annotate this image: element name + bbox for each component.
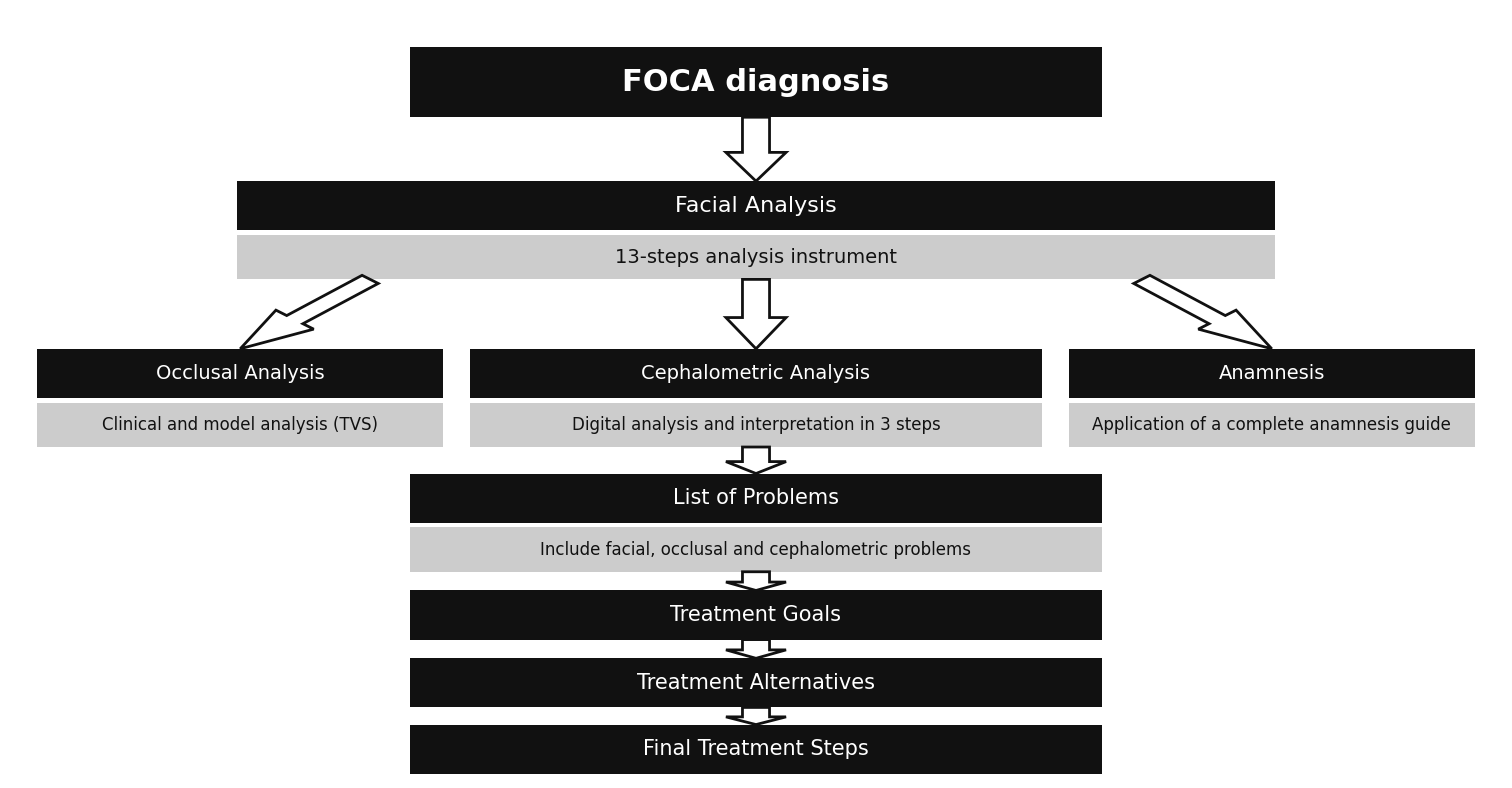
FancyBboxPatch shape — [410, 590, 1102, 640]
Polygon shape — [240, 275, 378, 349]
FancyBboxPatch shape — [410, 47, 1102, 117]
FancyBboxPatch shape — [237, 235, 1275, 280]
FancyBboxPatch shape — [410, 658, 1102, 708]
Text: Final Treatment Steps: Final Treatment Steps — [643, 739, 869, 759]
Text: Treatment Goals: Treatment Goals — [670, 605, 842, 625]
Text: Occlusal Analysis: Occlusal Analysis — [156, 364, 325, 383]
Text: Anamnesis: Anamnesis — [1219, 364, 1325, 383]
Polygon shape — [726, 640, 786, 658]
FancyBboxPatch shape — [470, 403, 1042, 447]
FancyBboxPatch shape — [38, 403, 443, 447]
Polygon shape — [726, 280, 786, 349]
Polygon shape — [726, 117, 786, 181]
FancyBboxPatch shape — [410, 527, 1102, 572]
Text: Include facial, occlusal and cephalometric problems: Include facial, occlusal and cephalometr… — [540, 541, 972, 559]
Text: Facial Analysis: Facial Analysis — [676, 195, 836, 216]
Text: Treatment Alternatives: Treatment Alternatives — [637, 673, 875, 693]
Text: Digital analysis and interpretation in 3 steps: Digital analysis and interpretation in 3… — [572, 416, 940, 434]
Polygon shape — [726, 572, 786, 590]
FancyBboxPatch shape — [410, 474, 1102, 522]
Text: Cephalometric Analysis: Cephalometric Analysis — [641, 364, 871, 383]
Text: Application of a complete anamnesis guide: Application of a complete anamnesis guid… — [1092, 416, 1452, 434]
FancyBboxPatch shape — [1069, 403, 1474, 447]
FancyBboxPatch shape — [470, 349, 1042, 398]
Text: List of Problems: List of Problems — [673, 488, 839, 508]
Text: FOCA diagnosis: FOCA diagnosis — [623, 68, 889, 97]
FancyBboxPatch shape — [237, 181, 1275, 230]
FancyBboxPatch shape — [38, 349, 443, 398]
FancyBboxPatch shape — [410, 725, 1102, 774]
Text: 13-steps analysis instrument: 13-steps analysis instrument — [615, 247, 897, 266]
Polygon shape — [726, 708, 786, 725]
Polygon shape — [1134, 275, 1272, 349]
FancyBboxPatch shape — [1069, 349, 1474, 398]
Polygon shape — [726, 447, 786, 474]
Text: Clinical and model analysis (TVS): Clinical and model analysis (TVS) — [103, 416, 378, 434]
